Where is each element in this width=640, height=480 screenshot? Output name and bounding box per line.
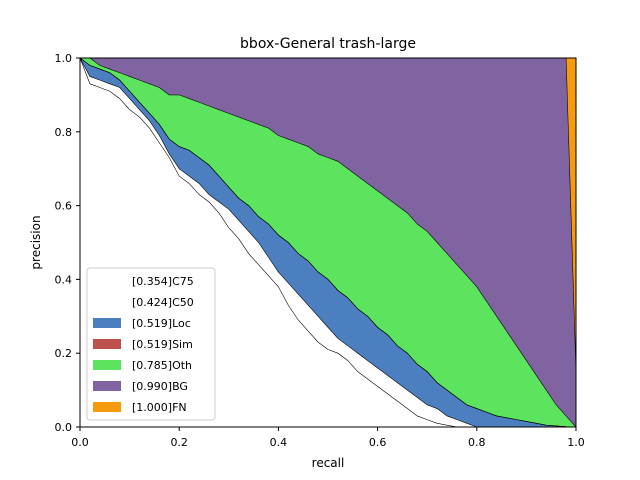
x-tick-label: 0.2 [170,436,188,449]
legend-swatch [93,276,121,286]
series-boundary-line [79,57,577,428]
y-tick-label: 0.4 [55,273,73,286]
x-tick-label: 0.8 [468,436,486,449]
y-tick-label: 0.0 [55,421,73,434]
y-axis: 0.0 0.2 0.4 0.6 0.8 1.0 precision [29,52,80,434]
legend: [0.354]C75 [0.424]C50 [0.519]Loc [0.519]Sim… [86,267,216,421]
legend-swatch [93,297,121,307]
x-axis: 0.0 0.2 0.4 0.6 0.8 1.0 recall [71,427,585,470]
legend-label: [0.519]Sim [132,338,193,351]
area-series [80,58,576,427]
y-tick-label: 1.0 [55,52,73,65]
x-tick-label: 1.0 [567,436,585,449]
plot-frame [79,57,577,428]
legend-label: [0.785]Oth [132,359,192,372]
area-series [80,58,576,427]
y-tick-label: 0.6 [55,200,73,213]
x-tick-label: 0.6 [369,436,387,449]
x-axis-label: recall [312,456,345,470]
legend-label: [0.354]C75 [132,275,194,288]
legend-swatch [93,360,121,370]
x-tick-label: 0.0 [71,436,89,449]
legend-swatch [93,339,121,349]
legend-swatch [93,318,121,328]
legend-label: [0.990]BG [132,380,188,393]
y-tick-label: 0.2 [55,347,73,360]
legend-swatch [93,381,121,391]
y-axis-label: precision [29,215,43,269]
legend-label: [0.424]C50 [132,296,194,309]
legend-label: [1.000]FN [132,401,187,414]
x-tick-label: 0.4 [270,436,288,449]
chart-title: bbox-General trash-large [240,36,416,52]
legend-swatch [93,402,121,412]
area-series [80,58,576,427]
y-tick-label: 0.8 [55,126,73,139]
series-boundary-line [80,57,577,428]
legend-label: [0.519]Loc [132,317,191,330]
